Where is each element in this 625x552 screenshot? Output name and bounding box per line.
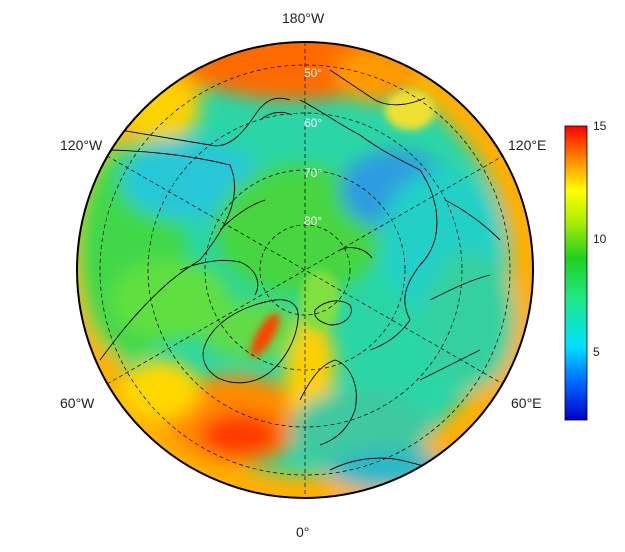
colorbar-tick-5: 5 [593, 345, 600, 359]
lat-label-70: 70° [304, 166, 322, 180]
north-america-coast [99, 149, 235, 361]
lon-label-180w: 180°W [282, 10, 325, 26]
lat-label-80: 80° [304, 214, 322, 228]
map-disc: 50° 60° 70° 80° [77, 42, 533, 498]
eurasia-coast [299, 99, 438, 351]
lon-label-0: 0° [296, 524, 310, 540]
coastlines [99, 69, 501, 476]
lon-label-60w: 60°W [60, 395, 95, 411]
lon-label-120w: 120°W [60, 137, 103, 153]
map-border [76, 41, 534, 499]
meridian-60e-120w [106, 155, 504, 385]
greenland-coast [202, 299, 299, 384]
colorbar [564, 125, 588, 421]
lat-label-50: 50° [304, 66, 322, 80]
colorbar-tick-10: 10 [593, 232, 607, 246]
europe-region [290, 390, 430, 470]
graticule [99, 42, 511, 498]
colorbar-tick-15: 15 [593, 119, 607, 133]
greenland-region [200, 300, 300, 360]
lon-label-120e: 120°E [508, 137, 547, 153]
lat-circle-50 [99, 64, 511, 476]
meridian-60w-120e [106, 155, 504, 385]
lat-label-60: 60° [304, 116, 322, 130]
lon-label-60e: 60°E [511, 395, 542, 411]
svalbard-coast [314, 300, 352, 326]
scandinavia-coast [299, 359, 357, 446]
